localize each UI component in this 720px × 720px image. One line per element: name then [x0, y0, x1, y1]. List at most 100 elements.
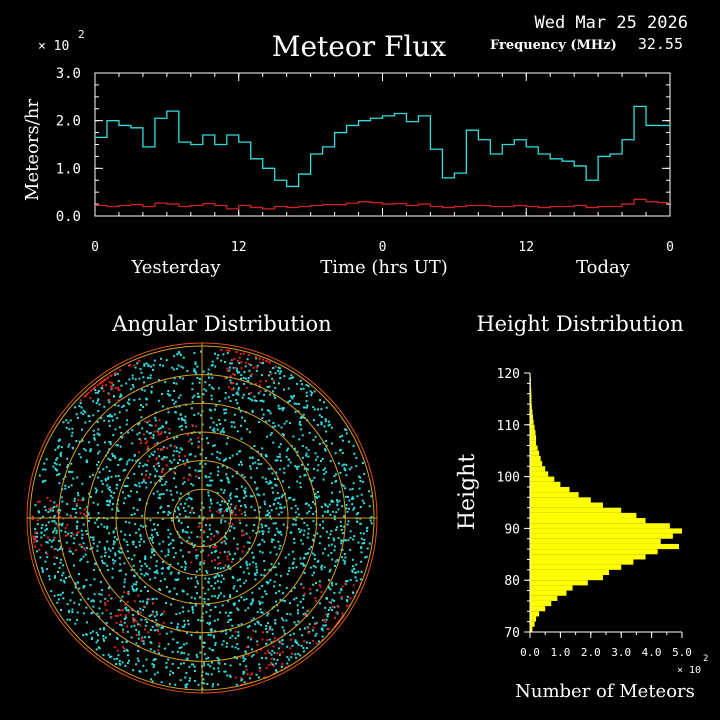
angular-point	[191, 396, 194, 399]
angular-point	[347, 495, 349, 498]
angular-point	[101, 387, 104, 390]
angular-point	[119, 445, 122, 448]
angular-point	[45, 458, 48, 461]
angular-point-alt	[93, 387, 95, 390]
angular-point	[104, 597, 107, 600]
angular-point	[154, 615, 156, 618]
angular-point	[275, 471, 278, 474]
angular-point	[37, 510, 40, 513]
angular-point-alt	[259, 390, 262, 393]
angular-point	[107, 653, 110, 656]
angular-point-alt	[178, 455, 180, 458]
angular-point-alt	[281, 662, 284, 665]
angular-point	[263, 569, 266, 571]
angular-point	[283, 471, 286, 474]
angular-point	[254, 630, 257, 633]
angular-point	[343, 553, 346, 555]
angular-point	[225, 508, 228, 511]
angular-point-alt	[139, 624, 142, 627]
angular-point	[208, 528, 211, 531]
angular-point	[167, 528, 170, 531]
angular-point	[219, 423, 222, 425]
angular-point	[55, 468, 58, 471]
angular-point	[186, 593, 189, 596]
angular-point	[247, 397, 250, 400]
height-bar	[530, 518, 646, 524]
angular-point	[176, 641, 179, 644]
angular-point-alt	[77, 531, 80, 534]
angular-point	[152, 465, 155, 468]
angular-point	[54, 527, 57, 530]
angular-point	[106, 527, 109, 530]
angular-point	[169, 489, 172, 492]
angular-point	[251, 601, 254, 604]
angular-point	[340, 597, 343, 600]
angular-point-alt	[98, 382, 101, 385]
angular-point-alt	[279, 641, 282, 644]
angular-point	[288, 569, 290, 572]
angular-point	[125, 648, 128, 651]
angular-point	[313, 390, 316, 393]
angular-point	[84, 449, 87, 452]
angular-point-alt	[138, 645, 141, 648]
angular-point	[195, 576, 198, 579]
angular-point	[224, 663, 227, 665]
angular-point	[229, 594, 232, 597]
angular-point	[150, 452, 153, 455]
angular-point-alt	[148, 476, 150, 479]
angular-point-alt	[207, 554, 210, 557]
angular-point	[177, 666, 180, 669]
angular-point	[277, 647, 280, 650]
angular-point	[297, 620, 300, 623]
angular-point	[259, 608, 262, 611]
flux-label-yesterday: Yesterday	[130, 257, 221, 278]
angular-point	[214, 643, 217, 646]
angular-point	[110, 655, 113, 658]
angular-point	[247, 607, 250, 610]
angular-point	[276, 659, 279, 662]
angular-point	[178, 459, 181, 462]
angular-point	[135, 663, 138, 666]
angular-point	[323, 401, 326, 404]
angular-point	[297, 465, 300, 468]
angular-point	[179, 549, 182, 552]
angular-point	[163, 647, 166, 650]
angular-point	[293, 498, 296, 501]
angular-point	[167, 505, 170, 507]
angular-point	[123, 538, 126, 541]
angular-point	[161, 392, 164, 395]
angular-point	[244, 506, 247, 509]
angular-point-alt	[216, 510, 219, 513]
angular-point	[157, 399, 160, 402]
angular-point	[59, 523, 62, 526]
angular-point-alt	[160, 448, 163, 451]
angular-point	[64, 487, 67, 490]
angular-point	[211, 360, 214, 363]
angular-point	[185, 642, 188, 645]
angular-point	[213, 595, 216, 598]
angular-point	[228, 618, 231, 621]
angular-point	[87, 519, 90, 522]
angular-point	[249, 364, 252, 366]
angular-point	[209, 665, 212, 668]
angular-point	[108, 420, 110, 423]
angular-point	[89, 632, 92, 635]
angular-point	[278, 531, 281, 534]
angular-point	[279, 503, 282, 506]
angular-point	[240, 424, 242, 427]
angular-point	[268, 374, 270, 377]
height-bar	[530, 476, 555, 482]
angular-point	[261, 657, 263, 659]
angular-point	[335, 583, 338, 586]
angular-point	[363, 538, 366, 541]
angular-point	[96, 639, 99, 642]
angular-point	[128, 378, 131, 381]
angular-point	[185, 562, 187, 565]
flux-ytick-label: 0.0	[56, 209, 81, 225]
height-bar	[530, 393, 532, 399]
angular-point	[98, 615, 101, 618]
angular-point	[202, 393, 205, 396]
angular-point	[289, 496, 292, 499]
angular-point-alt	[139, 439, 142, 442]
angular-point	[143, 574, 146, 577]
